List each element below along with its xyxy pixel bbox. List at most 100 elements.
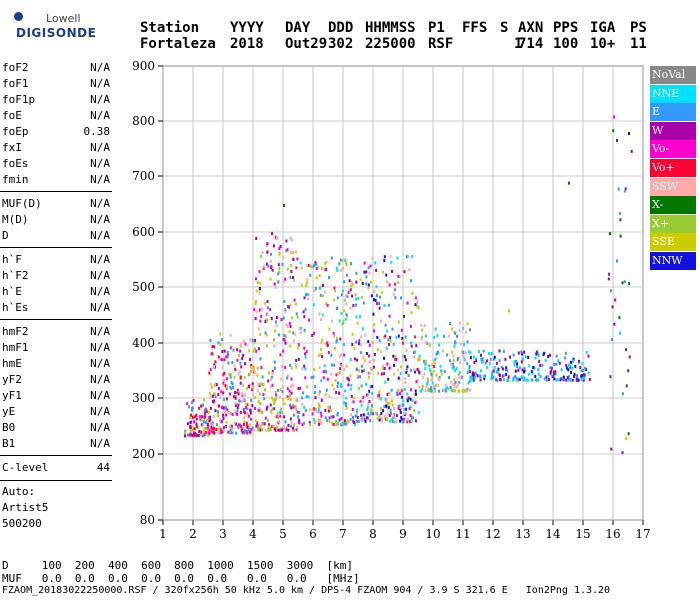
data-point [313, 390, 316, 394]
data-point [569, 364, 572, 368]
data-point [207, 434, 210, 438]
data-point [293, 278, 296, 282]
data-point [587, 371, 590, 375]
data-point [493, 357, 496, 361]
data-point [335, 421, 337, 425]
data-point [382, 409, 385, 413]
data-point [437, 383, 440, 387]
data-point [277, 388, 280, 392]
data-point [336, 306, 339, 310]
data-point [206, 426, 209, 430]
param-label: yE [2, 405, 16, 418]
data-point [362, 369, 365, 373]
data-point [463, 356, 466, 360]
data-point [572, 357, 575, 361]
data-point [273, 344, 276, 348]
data-point [333, 334, 335, 338]
data-point [318, 365, 321, 369]
data-point [369, 367, 372, 370]
data-point [302, 310, 305, 314]
data-point [330, 415, 333, 419]
data-point [386, 329, 389, 333]
data-point [256, 366, 259, 370]
data-point [614, 298, 617, 302]
data-point [254, 317, 257, 321]
data-point [461, 375, 464, 379]
data-point [247, 414, 250, 418]
data-point [205, 410, 208, 414]
data-point [259, 409, 262, 413]
data-point [364, 419, 367, 423]
data-point [277, 272, 280, 276]
data-point [623, 189, 626, 193]
header-value-7: 1 [514, 36, 523, 52]
data-point [225, 355, 228, 359]
data-point [292, 251, 295, 255]
data-point [363, 417, 366, 421]
data-point [308, 423, 311, 427]
data-point [366, 416, 368, 420]
data-point [422, 359, 425, 363]
data-point [373, 298, 375, 302]
data-point [554, 372, 557, 376]
data-point [292, 426, 295, 430]
data-point [218, 429, 221, 433]
data-point [502, 349, 505, 353]
data-point [367, 416, 370, 420]
param-value: N/A [90, 61, 110, 74]
data-point [366, 393, 368, 397]
data-point [421, 384, 424, 388]
data-point [248, 373, 251, 377]
param-value: N/A [90, 357, 110, 370]
data-point [543, 351, 546, 355]
data-point [240, 342, 242, 346]
data-point [479, 374, 482, 378]
data-point [359, 375, 362, 379]
data-point [318, 392, 321, 396]
data-point [459, 342, 462, 346]
data-point [321, 338, 324, 342]
data-point [321, 313, 324, 317]
data-point [433, 335, 436, 339]
data-point [414, 419, 417, 423]
param-label: yF1 [2, 389, 22, 402]
data-point [388, 283, 391, 287]
data-point [316, 410, 319, 414]
data-point [400, 296, 402, 300]
data-point [322, 376, 325, 380]
data-point [550, 366, 553, 370]
data-point [548, 353, 551, 357]
data-point [287, 428, 290, 432]
data-point [261, 250, 264, 254]
data-point [286, 376, 289, 380]
data-point [241, 427, 244, 431]
data-point [432, 369, 435, 373]
data-point [230, 431, 233, 435]
data-point [497, 367, 500, 371]
data-point [505, 372, 508, 376]
data-point [304, 408, 307, 412]
y-tick-label: 80 [140, 513, 155, 527]
data-point [299, 326, 302, 330]
data-point [484, 374, 486, 378]
data-point [365, 270, 368, 274]
data-point [224, 384, 227, 388]
data-point [380, 411, 383, 415]
data-point [246, 407, 249, 411]
data-point [314, 385, 317, 389]
data-point [259, 357, 262, 361]
data-point [513, 363, 516, 367]
data-point [438, 343, 441, 347]
data-point [424, 362, 427, 366]
data-point [222, 426, 225, 430]
data-point [280, 364, 283, 368]
data-point [277, 428, 280, 432]
data-point [402, 403, 405, 407]
data-point [343, 419, 346, 423]
data-point [288, 389, 291, 393]
data-point [370, 412, 373, 416]
data-point [358, 387, 360, 390]
data-point [197, 425, 200, 429]
data-point [195, 417, 198, 421]
data-point [554, 370, 557, 374]
